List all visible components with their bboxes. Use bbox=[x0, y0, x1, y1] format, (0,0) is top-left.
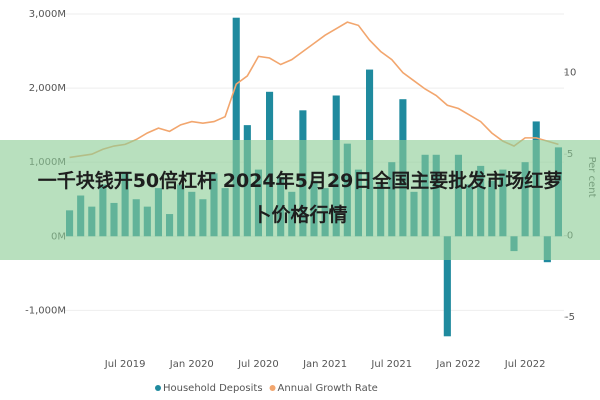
x-tick-label: Jan 2020 bbox=[169, 359, 214, 370]
x-tick-label: Jul 2019 bbox=[104, 359, 146, 370]
y2-tick-label: 10 bbox=[564, 68, 577, 79]
legend-label: Household Deposits bbox=[163, 383, 263, 394]
y-tick-label: 2,000M bbox=[29, 83, 66, 94]
y2-tick-label: -5 bbox=[565, 312, 575, 323]
line bbox=[69, 21, 559, 159]
bar bbox=[232, 17, 240, 237]
overlay-banner bbox=[0, 140, 600, 260]
x-tick-label: Jul 2021 bbox=[370, 359, 412, 370]
x-tick-label: Jul 2022 bbox=[504, 359, 546, 370]
x-tick-label: Jul 2020 bbox=[237, 359, 279, 370]
x-tick-label: Jan 2022 bbox=[435, 359, 480, 370]
bar bbox=[443, 236, 451, 337]
y-tick-label: 3,000M bbox=[29, 9, 66, 20]
legend-swatch bbox=[155, 385, 161, 391]
overlay-text: 一千块钱开50倍杠杆 2024年5月29日全国主要批发市场红萝卜价格行情 bbox=[37, 170, 563, 226]
legend-swatch bbox=[269, 385, 276, 391]
legend-label: Annual Growth Rate bbox=[278, 383, 378, 394]
x-tick-label: Jan 2021 bbox=[302, 359, 347, 370]
y-tick-label: -1,000M bbox=[25, 305, 66, 316]
